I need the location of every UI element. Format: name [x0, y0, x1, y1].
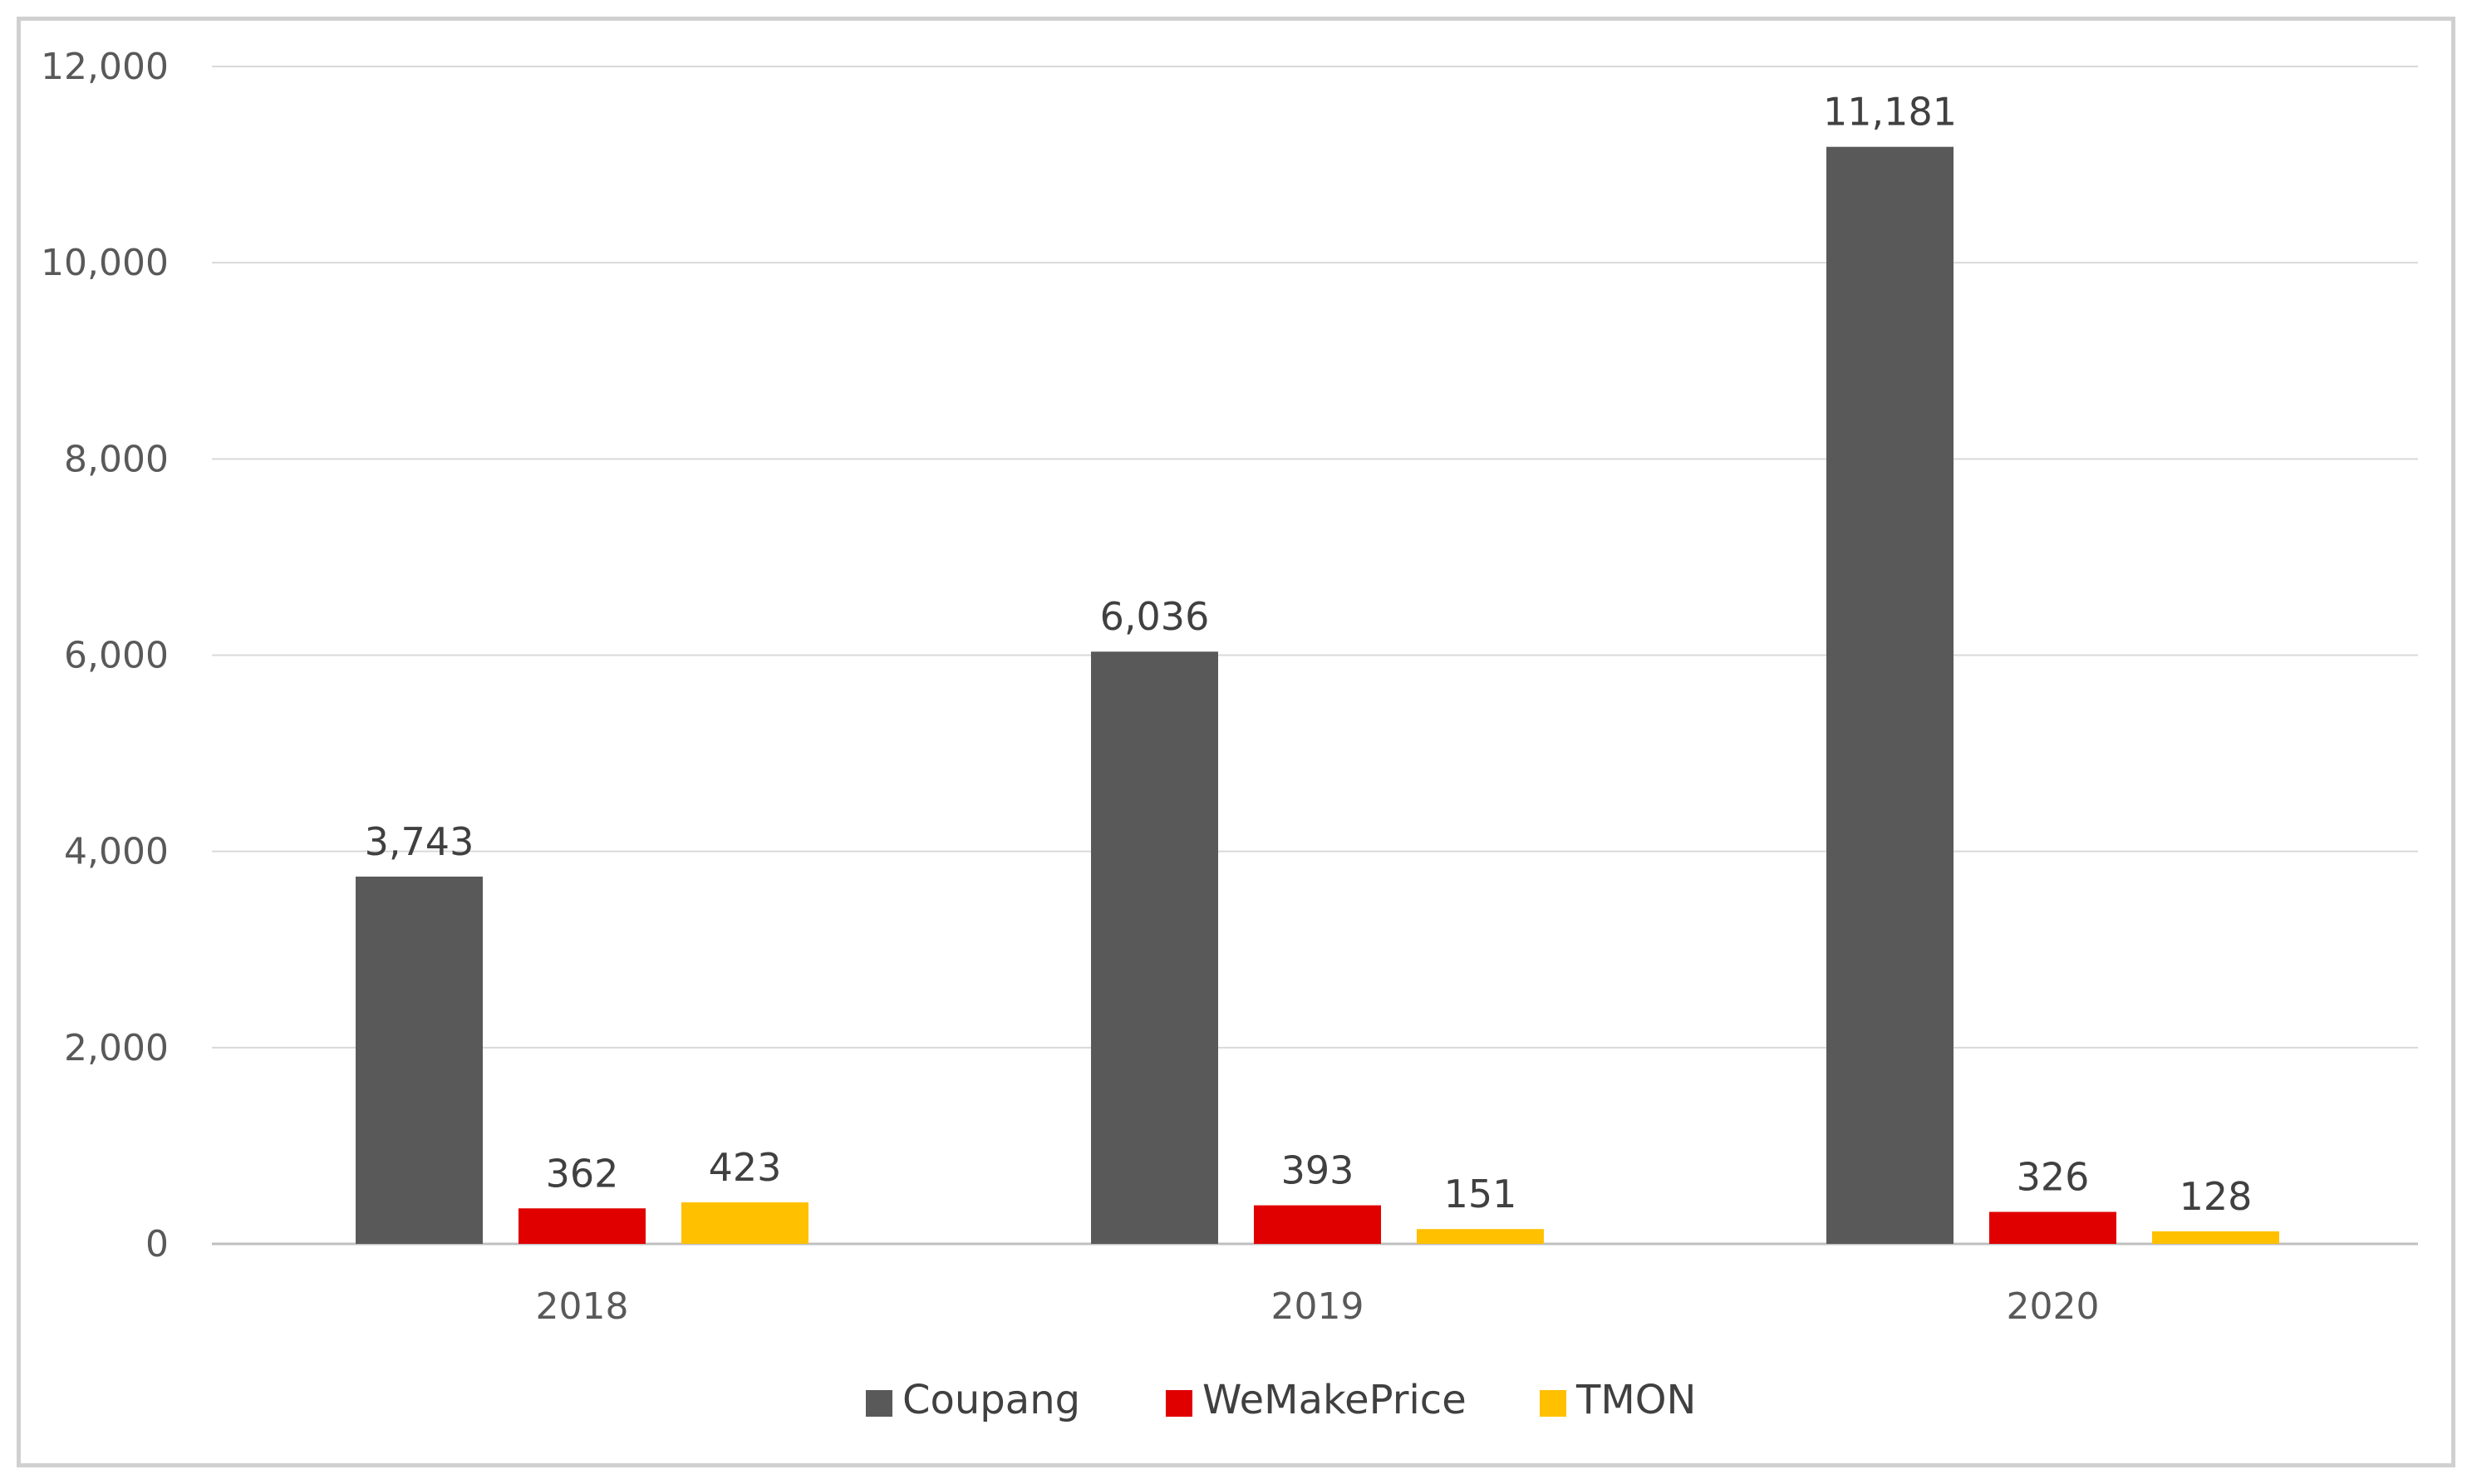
bar-coupang-2018 — [356, 877, 483, 1244]
chart-frame: 0 2,000 4,000 6,000 8,000 10,000 12,000 3,743 3… — [17, 17, 2455, 1467]
y-tick-label: 4,000 — [64, 831, 169, 873]
legend-label-tmon: TMON — [1575, 1377, 1696, 1423]
bar-tmon-2019 — [1417, 1229, 1544, 1244]
legend-label-coupang: Coupang — [902, 1377, 1080, 1423]
data-label-wemakeprice-2019: 393 — [1281, 1148, 1354, 1193]
bar-wemakeprice-2018 — [518, 1208, 646, 1244]
bar-coupang-2020 — [1826, 146, 1954, 1245]
x-tick-label-2018: 2018 — [536, 1285, 629, 1328]
y-tick-label: 6,000 — [64, 635, 169, 677]
bar-wemakeprice-2020 — [1989, 1211, 2116, 1244]
y-axis-ticks: 0 2,000 4,000 6,000 8,000 10,000 12,000 — [41, 46, 169, 1265]
y-tick-label: 12,000 — [41, 46, 169, 88]
bar-tmon-2018 — [681, 1202, 808, 1244]
data-label-tmon-2019: 151 — [1444, 1172, 1517, 1216]
data-label-coupang-2019: 6,036 — [1100, 594, 1210, 639]
legend: Coupang WeMakePrice TMON — [866, 1377, 1696, 1423]
data-label-wemakeprice-2018: 362 — [546, 1151, 619, 1196]
bar-coupang-2019 — [1091, 651, 1218, 1244]
x-axis-ticks: 2018 2019 2020 — [536, 1285, 2100, 1328]
bar-wemakeprice-2019 — [1254, 1205, 1381, 1244]
y-tick-label: 8,000 — [64, 438, 169, 480]
data-label-wemakeprice-2020: 326 — [2017, 1155, 2090, 1200]
y-tick-label: 2,000 — [64, 1027, 169, 1069]
x-tick-label-2019: 2019 — [1271, 1285, 1364, 1328]
legend-swatch-wemakeprice — [1166, 1390, 1192, 1417]
data-label-coupang-2018: 3,743 — [365, 819, 474, 864]
bar-tmon-2020 — [2152, 1231, 2279, 1244]
legend-swatch-coupang — [866, 1390, 892, 1417]
gridlines — [212, 66, 2418, 1246]
data-label-tmon-2020: 128 — [2180, 1174, 2253, 1219]
data-labels: 3,743 362 423 6,036 393 151 11,181 326 128 — [365, 90, 2253, 1219]
legend-swatch-tmon — [1540, 1390, 1566, 1417]
data-label-tmon-2018: 423 — [709, 1145, 782, 1190]
data-label-coupang-2020: 11,181 — [1823, 90, 1957, 135]
y-tick-label: 0 — [145, 1223, 169, 1265]
y-tick-label: 10,000 — [41, 242, 169, 284]
x-tick-label-2020: 2020 — [2007, 1285, 2100, 1328]
legend-label-wemakeprice: WeMakePrice — [1202, 1377, 1467, 1423]
bars — [356, 146, 2279, 1245]
